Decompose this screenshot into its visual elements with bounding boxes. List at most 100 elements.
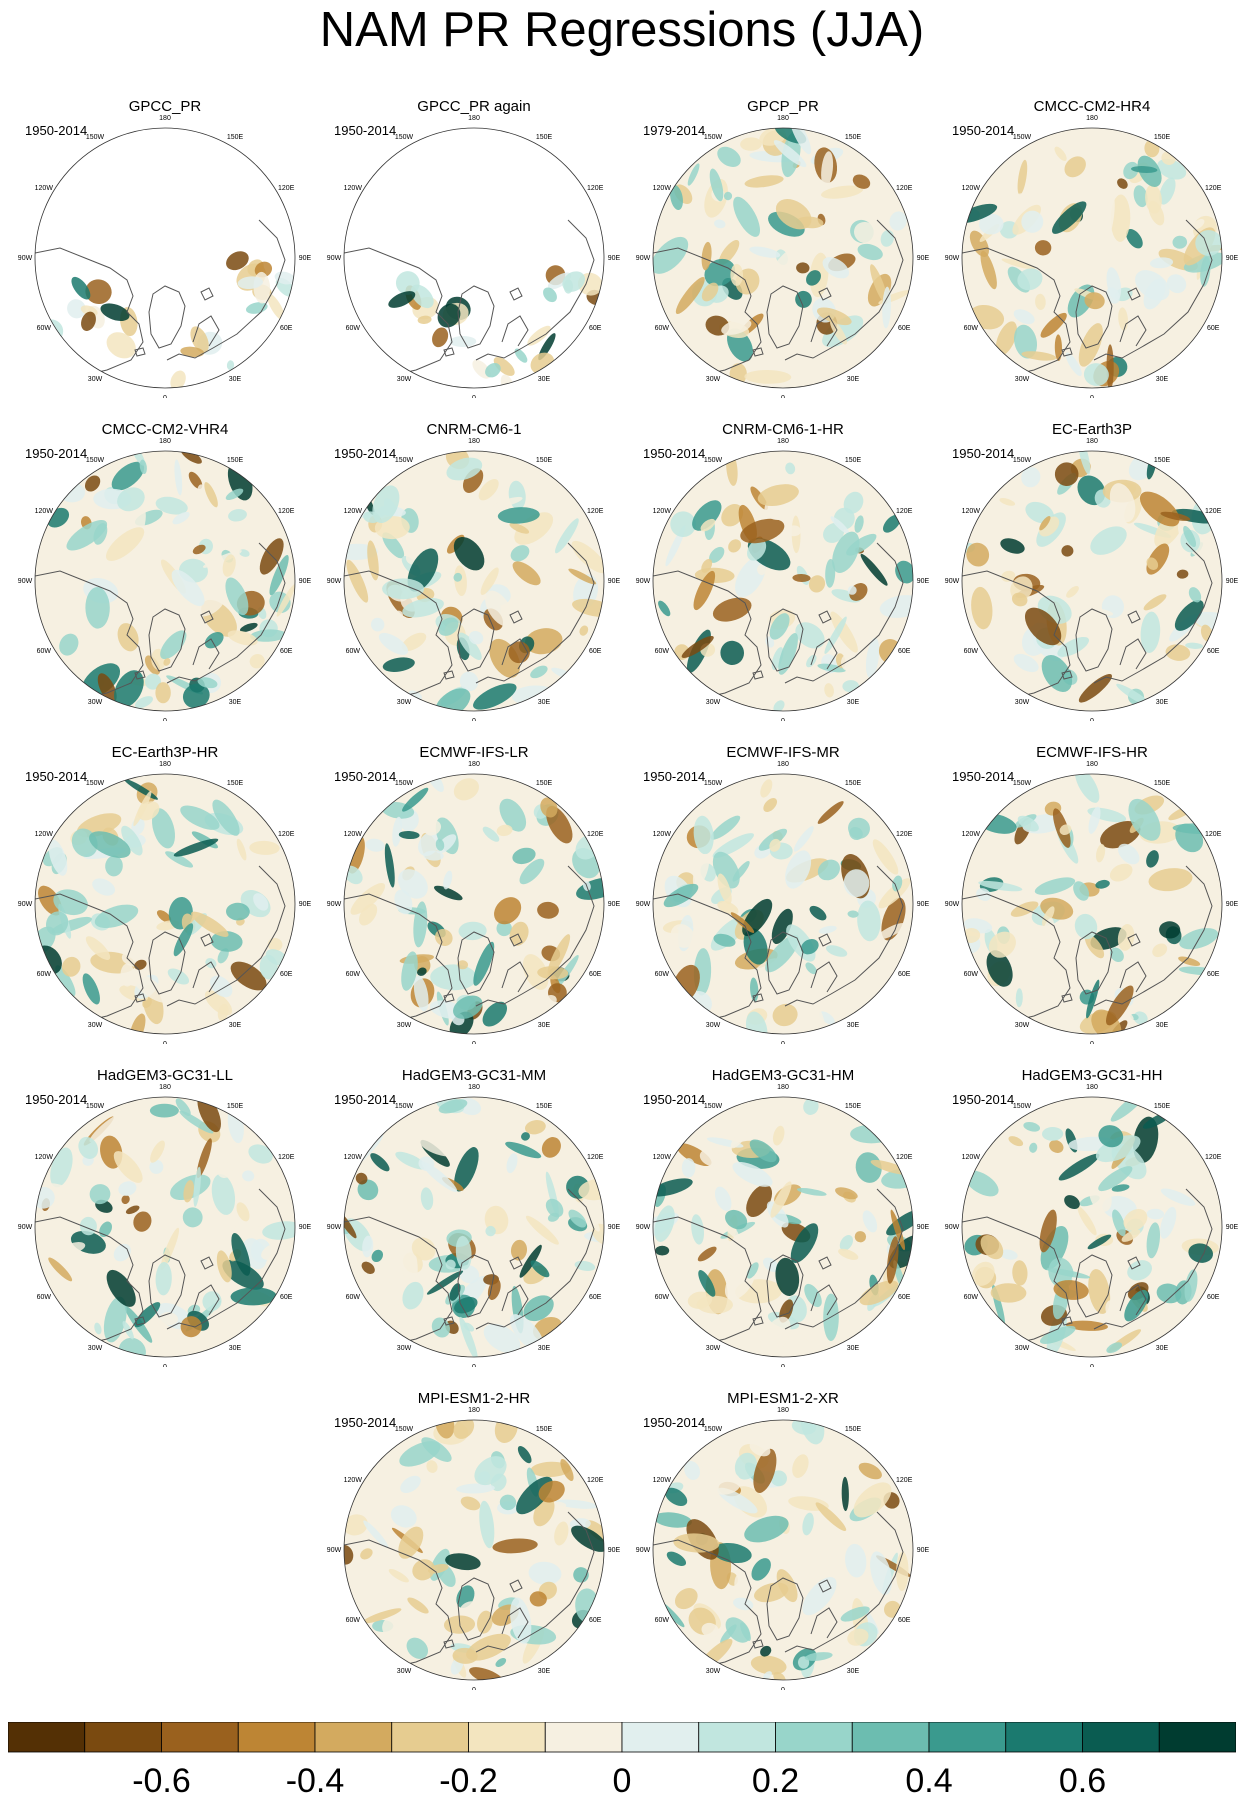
polar-map: 180 150E 120E 90E 60E 30E 0 30W 60W 90W 120W 150W [327, 438, 621, 721]
colorbar-tick-label: -0.6 [132, 1762, 191, 1800]
longitude-label: 60E [1207, 325, 1220, 332]
longitude-label: 150E [227, 780, 244, 787]
longitude-label: 180 [777, 1407, 789, 1414]
map-panel: CMCC-CM2-HR4 1950-2014 180 150E 120E 90E 60E 30… [942, 98, 1242, 398]
map-boundary [343, 1096, 605, 1358]
longitude-label: 30E [538, 1345, 551, 1352]
longitude-label: 150W [86, 134, 105, 141]
polar-map: 180 150E 120E 90E 60E 30E 0 30W 60W 90W 120W 150W [327, 761, 621, 1044]
longitude-label: 90E [299, 578, 312, 585]
longitude-label: 120W [962, 508, 981, 515]
longitude-label: 180 [777, 761, 789, 768]
longitude-label: 120W [962, 1154, 981, 1161]
longitude-label: 90E [1226, 578, 1239, 585]
longitude-label: 180 [468, 1084, 480, 1091]
longitude-label: 30W [397, 699, 412, 706]
longitude-label: 30W [397, 1022, 412, 1029]
longitude-label: 90E [1226, 1224, 1239, 1231]
longitude-label: 150E [845, 1103, 862, 1110]
longitude-label: 180 [1086, 761, 1098, 768]
longitude-label: 60E [898, 648, 911, 655]
longitude-label: 0 [472, 718, 476, 721]
longitude-label: 120E [1205, 508, 1222, 515]
map-boundary [652, 1419, 914, 1681]
longitude-label: 120E [896, 185, 913, 192]
map-boundary [343, 127, 605, 389]
longitude-label: 120E [896, 1154, 913, 1161]
longitude-label: 180 [468, 115, 480, 122]
panel-title: EC-Earth3P-HR [111, 744, 219, 761]
longitude-label: 30E [847, 1022, 860, 1029]
longitude-label: 30W [706, 1345, 721, 1352]
longitude-label: 90E [608, 255, 621, 262]
panel-period: 1950-2014 [952, 1092, 1015, 1107]
colorbar-swatch [621, 1722, 700, 1753]
longitude-label: 90W [636, 578, 651, 585]
longitude-label: 30E [229, 1022, 242, 1029]
longitude-label: 120E [587, 1477, 604, 1484]
polar-map: 180 150E 120E 90E 60E 30E 0 30W 60W 90W 120W 150W [636, 1407, 930, 1690]
longitude-label: 60E [280, 1294, 293, 1301]
longitude-label: 0 [1090, 1364, 1094, 1367]
colorbar-tick-label: -0.2 [439, 1762, 498, 1800]
longitude-label: 30W [397, 1345, 412, 1352]
longitude-label: 180 [777, 115, 789, 122]
map-boundary [343, 1419, 605, 1681]
panel-title: HadGEM3-GC31-MM [401, 1067, 547, 1084]
longitude-label: 120W [653, 1477, 672, 1484]
longitude-label: 90W [945, 1224, 960, 1231]
regression-field [35, 128, 295, 388]
longitude-label: 30E [538, 1022, 551, 1029]
longitude-label: 90E [299, 901, 312, 908]
regression-field [344, 1097, 604, 1357]
longitude-label: 90W [945, 578, 960, 585]
colorbar-tick-label: 0.4 [905, 1762, 952, 1800]
regression-field [344, 774, 604, 1034]
panel-title: CMCC-CM2-VHR4 [101, 421, 229, 438]
longitude-label: 120E [587, 508, 604, 515]
longitude-label: 30E [847, 1345, 860, 1352]
colorbar-swatch [851, 1722, 930, 1753]
longitude-label: 60W [37, 325, 52, 332]
map-boundary [961, 450, 1223, 712]
longitude-label: 150E [845, 780, 862, 787]
longitude-label: 30E [1156, 1022, 1169, 1029]
longitude-label: 90E [917, 1224, 930, 1231]
panel-title: ECMWF-IFS-HR [1036, 744, 1148, 761]
coastlines [653, 865, 904, 1023]
longitude-label: 60E [898, 971, 911, 978]
longitude-label: 180 [159, 761, 171, 768]
longitude-label: 120W [35, 831, 54, 838]
panel-period: 1950-2014 [334, 446, 397, 461]
regression-field [35, 451, 295, 711]
longitude-label: 150W [395, 1103, 414, 1110]
longitude-label: 0 [781, 1687, 785, 1690]
colorbar-swatch [237, 1722, 316, 1753]
polar-map: 180 150E 120E 90E 60E 30E 0 30W 60W 90W 120W 150W [945, 438, 1239, 721]
map-panel: CNRM-CM6-1 1950-2014 180 150E 120E 90E 60E 30E 0… [324, 421, 624, 721]
longitude-label: 150E [536, 780, 553, 787]
map-panel: EC-Earth3P-HR 1950-2014 180 150E 120E 90E 60E 3… [15, 744, 315, 1044]
longitude-label: 0 [1090, 395, 1094, 398]
polar-map: 180 150E 120E 90E 60E 30E 0 30W 60W 90W 120W 150W [18, 438, 312, 721]
longitude-label: 60W [346, 1294, 361, 1301]
longitude-label: 150W [704, 1426, 723, 1433]
longitude-label: 150E [227, 457, 244, 464]
regression-field [653, 451, 913, 711]
longitude-label: 120W [35, 508, 54, 515]
longitude-label: 90W [18, 578, 33, 585]
panel-title: CNRM-CM6-1-HR [722, 421, 844, 438]
longitude-label: 90W [636, 1224, 651, 1231]
longitude-label: 60W [655, 648, 670, 655]
map-panel: CNRM-CM6-1-HR 1950-2014 180 150E 120E 90E 60E 3… [633, 421, 933, 721]
colorbar: -0.6 -0.4 -0.2 0 0.2 0.4 0.6 [8, 1722, 1236, 1800]
longitude-label: 0 [781, 395, 785, 398]
longitude-label: 120W [35, 185, 54, 192]
longitude-label: 90W [327, 1547, 342, 1554]
longitude-label: 0 [781, 1041, 785, 1044]
longitude-label: 150W [395, 1426, 414, 1433]
colorbar-tick-label: 0.2 [752, 1762, 799, 1800]
longitude-label: 60E [898, 325, 911, 332]
longitude-label: 60E [280, 971, 293, 978]
longitude-label: 60E [589, 1617, 602, 1624]
